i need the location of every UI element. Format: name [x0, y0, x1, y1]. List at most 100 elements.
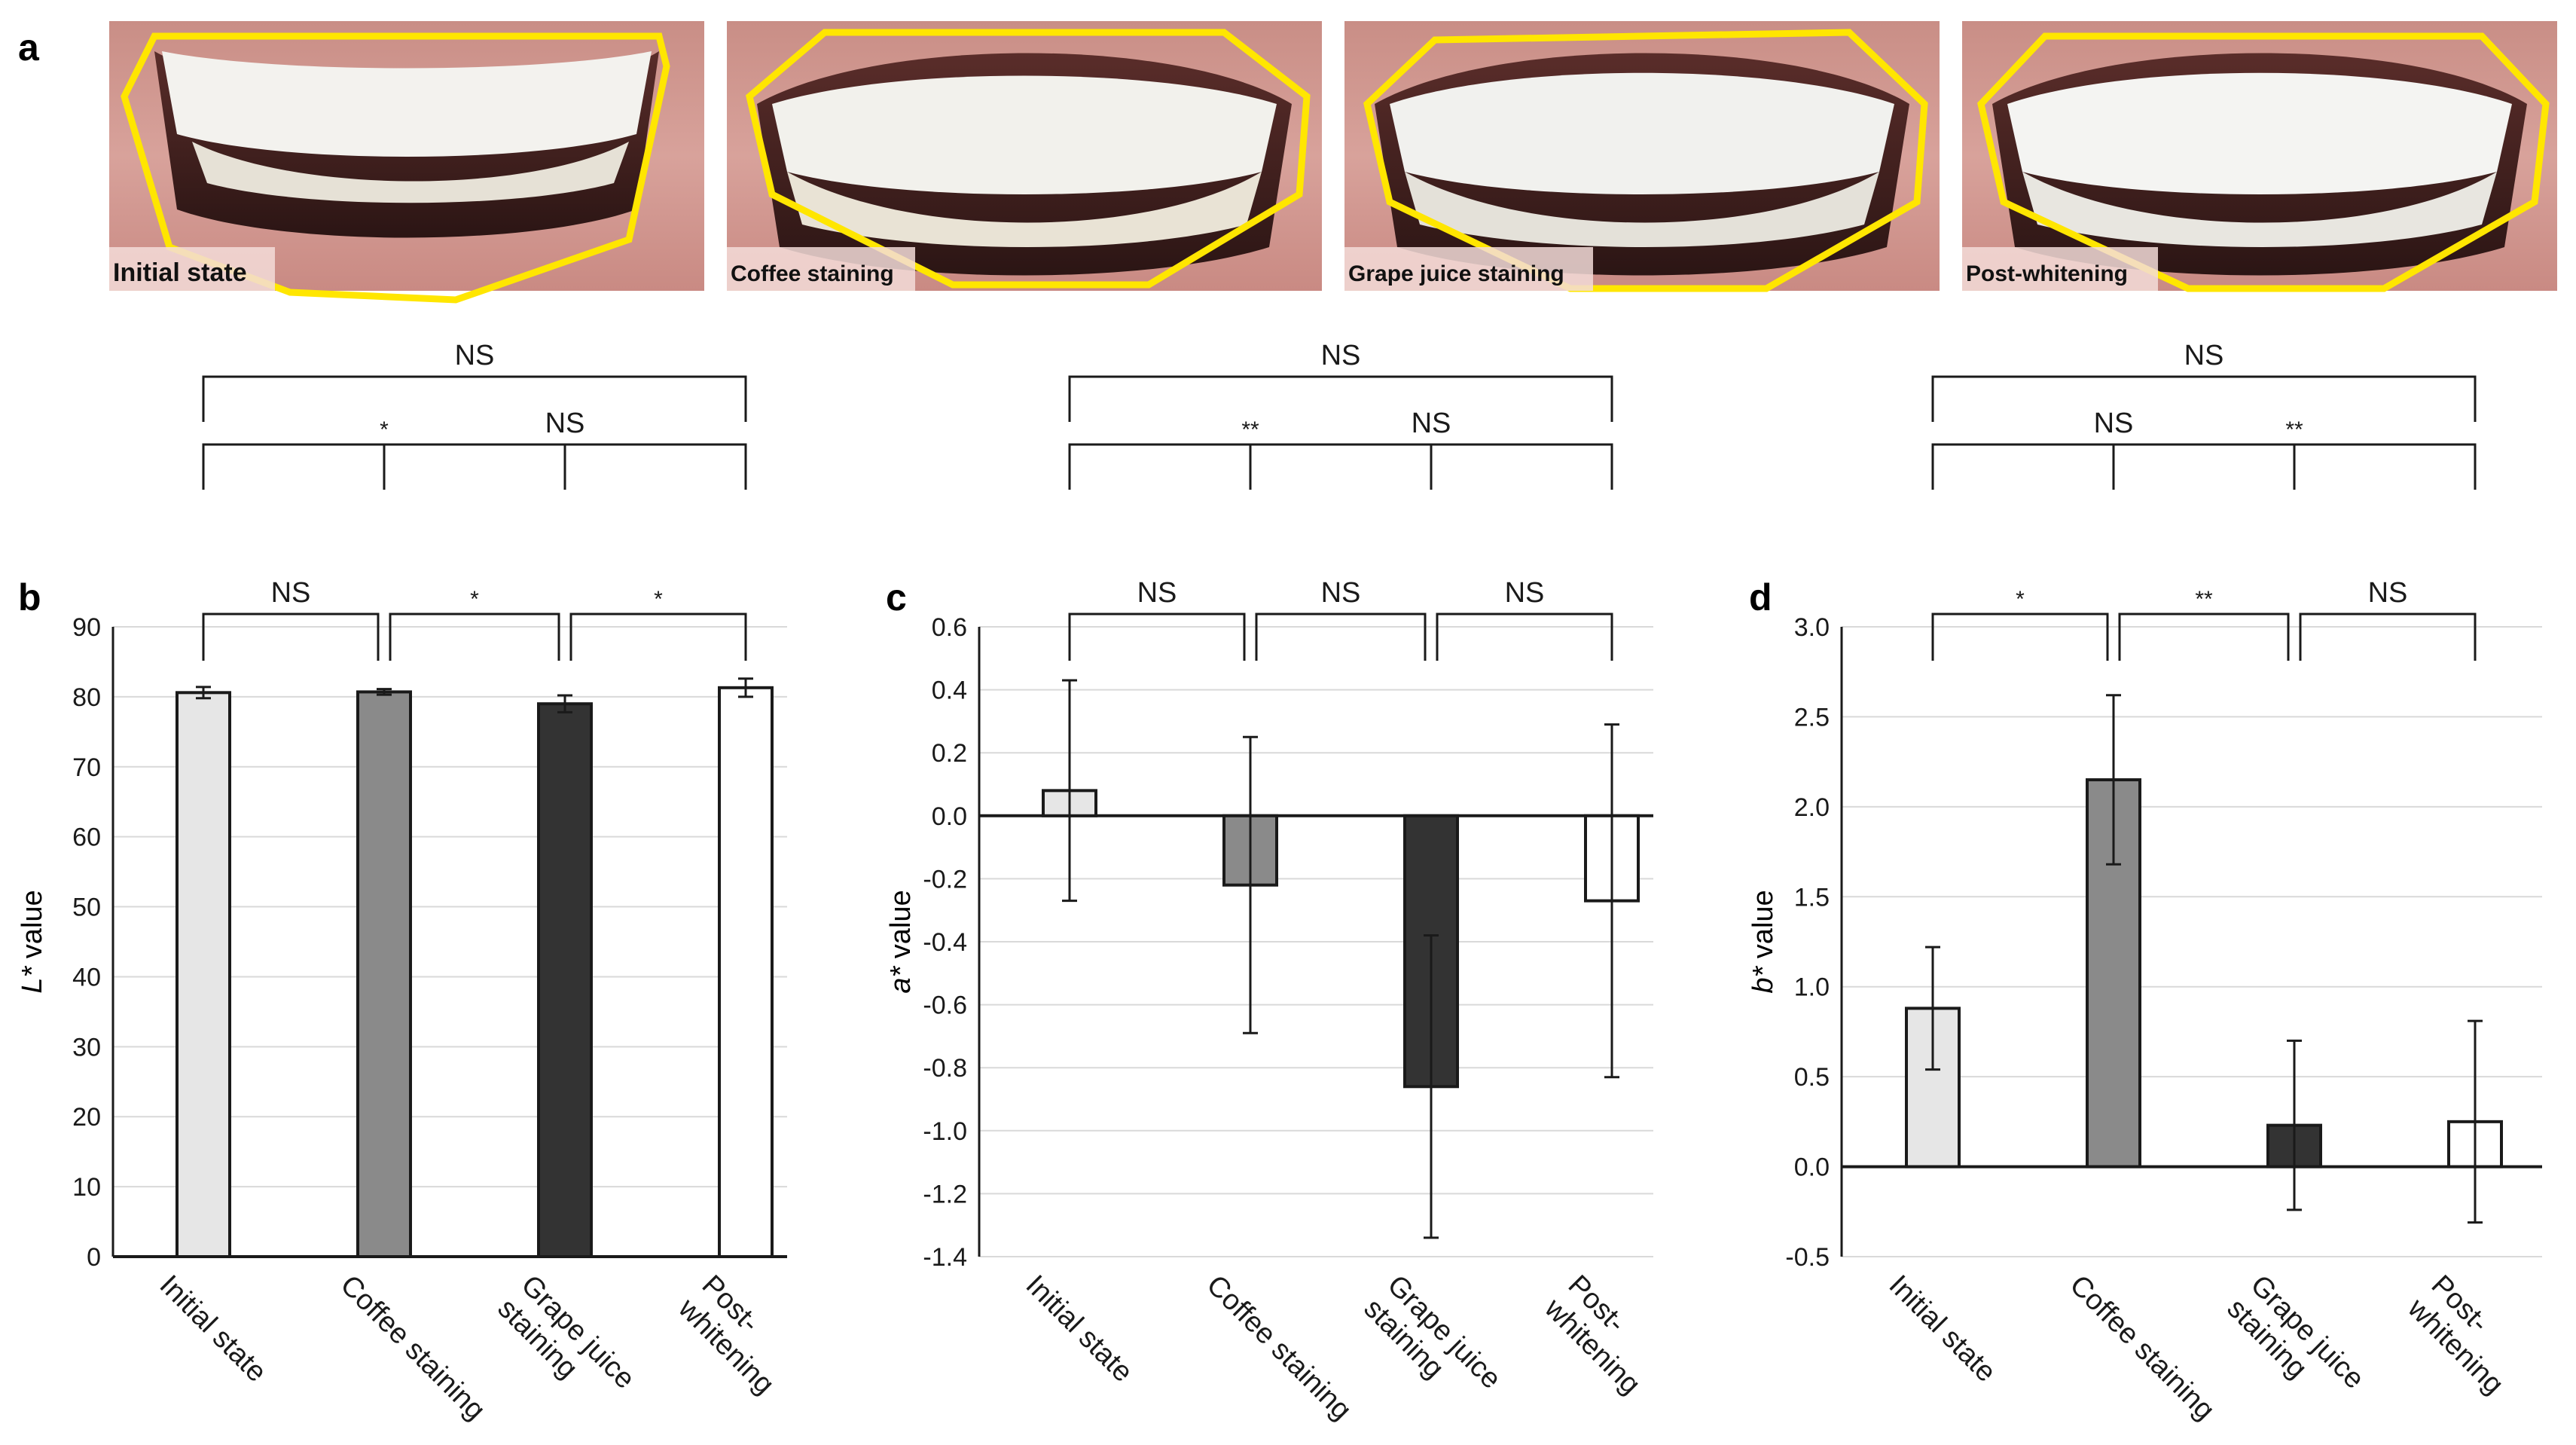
y-axis-label: L* value — [17, 890, 48, 993]
significance-label: NS — [271, 577, 311, 609]
photo-row: Initial state Coffee staining Grap — [109, 21, 2557, 304]
significance-label: NS — [455, 340, 495, 371]
significance-label: ** — [2195, 587, 2213, 612]
x-tick-label: Coffee staining — [2064, 1269, 2220, 1426]
significance-label: NS — [1321, 577, 1361, 609]
x-tick-label: Post-whitening — [672, 1269, 804, 1401]
photo-label-grape: Grape juice staining — [1348, 261, 1564, 286]
significance-label: NS — [545, 408, 585, 439]
y-tick-label: 0.0 — [932, 802, 967, 831]
significance-label: NS — [1412, 408, 1451, 439]
y-tick-label: 0.2 — [932, 739, 967, 768]
x-tick-label-line: Initial state — [154, 1269, 273, 1388]
y-axis-label-symbol: a* — [885, 966, 917, 994]
y-tick-label: 60 — [72, 823, 101, 852]
y-axis-label: b* value — [1747, 890, 1779, 993]
significance-bracket — [2118, 613, 2290, 661]
significance-label: NS — [2184, 340, 2224, 371]
x-tick-label-line: Coffee staining — [334, 1269, 491, 1426]
teeth-photo-post: Post-whitening — [1962, 21, 2557, 292]
y-axis-label: a* value — [885, 890, 917, 993]
bar-post — [718, 686, 774, 1258]
y-axis-label-unit: value — [17, 890, 48, 966]
y-tick-label: 2.0 — [1794, 793, 1830, 822]
significance-label: NS — [1505, 577, 1545, 609]
significance-label: ** — [2285, 417, 2303, 442]
significance-label: * — [380, 417, 389, 442]
panel-label-c: c — [886, 576, 907, 619]
y-tick-label: 20 — [72, 1103, 101, 1132]
chart-panel-d: -0.5 0.0 0.5 1.0 1.5 2.0 2.5 3.0 b* value Initial… — [1747, 340, 2542, 1426]
photo-label-post: Post-whitening — [1966, 261, 2128, 286]
y-tick-label: 50 — [72, 894, 101, 922]
y-tick-label: 3.0 — [1794, 613, 1830, 642]
significance-bracket — [2299, 613, 2477, 661]
x-tick-label: Grape juicestaining — [1358, 1269, 1507, 1419]
y-tick-label: 1.0 — [1794, 973, 1830, 1002]
y-axis-label-unit: value — [1747, 890, 1779, 966]
y-tick-label: 40 — [72, 963, 101, 991]
y-axis-label-symbol: L* — [17, 966, 48, 994]
significance-bracket — [202, 375, 747, 422]
teeth-photo-coffee: Coffee staining — [727, 21, 1322, 291]
y-tick-label: 1.5 — [1794, 883, 1830, 912]
y-tick-label: 30 — [72, 1033, 101, 1062]
significance-bracket — [1931, 375, 2477, 422]
significance-label: NS — [1137, 577, 1177, 609]
y-tick-label: 0.4 — [932, 677, 967, 705]
panel-label-d: d — [1749, 576, 1772, 619]
bar-grape — [537, 702, 593, 1258]
significance-label: NS — [2094, 408, 2134, 439]
x-tick-label: Coffee staining — [334, 1269, 491, 1426]
photo-label-initial: Initial state — [113, 258, 247, 287]
significance-bracket — [383, 443, 747, 490]
y-tick-label: 80 — [72, 683, 101, 712]
y-tick-label: -0.5 — [1785, 1243, 1830, 1272]
x-tick-label-line: Coffee staining — [1201, 1269, 1357, 1426]
panel-label-b: b — [18, 576, 41, 619]
x-tick-label: Grape juicestaining — [2221, 1269, 2370, 1419]
y-tick-label: -0.6 — [923, 991, 967, 1020]
x-tick-label: Initial state — [1020, 1269, 1139, 1388]
significance-bracket — [202, 613, 380, 661]
y-tick-label: -1.2 — [923, 1180, 967, 1208]
teeth-photo-initial: Initial state — [109, 21, 704, 304]
y-tick-label: 2.5 — [1794, 703, 1830, 732]
x-tick-label: Coffee staining — [1201, 1269, 1357, 1426]
significance-label: * — [654, 587, 663, 612]
significance-label: NS — [1321, 340, 1361, 371]
bar-initial — [175, 691, 231, 1258]
y-tick-label: -0.2 — [923, 865, 967, 894]
x-tick-label: Post-whitening — [2401, 1269, 2533, 1401]
panel-label-a: a — [18, 26, 40, 69]
x-tick-label: Initial state — [1883, 1269, 2002, 1388]
bar-coffee — [356, 690, 412, 1258]
x-tick-label-line: Initial state — [1883, 1269, 2002, 1388]
significance-bracket — [1436, 613, 1613, 661]
y-tick-label: 0 — [87, 1243, 101, 1272]
y-axis-label-unit: value — [885, 890, 917, 966]
y-tick-label: -1.0 — [923, 1117, 967, 1146]
significance-bracket — [1249, 443, 1613, 490]
y-tick-label: 0.6 — [932, 613, 967, 642]
x-tick-label: Initial state — [154, 1269, 273, 1388]
significance-bracket — [1931, 613, 2109, 661]
x-tick-label-line: Initial state — [1020, 1269, 1139, 1388]
significance-label: ** — [1241, 417, 1259, 442]
y-tick-label: -0.8 — [923, 1054, 967, 1083]
chart-panel-c: -1.4 -1.2 -1.0 -0.8 -0.6 -0.4 -0.2 0.0 0.2 0.4 0.6… — [885, 340, 1670, 1426]
significance-bracket — [1068, 375, 1613, 422]
y-tick-label: 0.5 — [1794, 1063, 1830, 1092]
y-tick-label: 70 — [72, 753, 101, 782]
photo-label-coffee: Coffee staining — [731, 261, 894, 286]
y-tick-label: -1.4 — [923, 1243, 967, 1272]
significance-label: * — [470, 587, 479, 612]
y-axis-label-symbol: b* — [1747, 966, 1779, 994]
y-tick-label: 0.0 — [1794, 1153, 1830, 1182]
x-tick-label: Post-whitening — [1538, 1269, 1670, 1401]
y-tick-label: 10 — [72, 1173, 101, 1202]
teeth-photo-grape: Grape juice staining — [1344, 21, 1940, 292]
significance-bracket — [1255, 613, 1427, 661]
